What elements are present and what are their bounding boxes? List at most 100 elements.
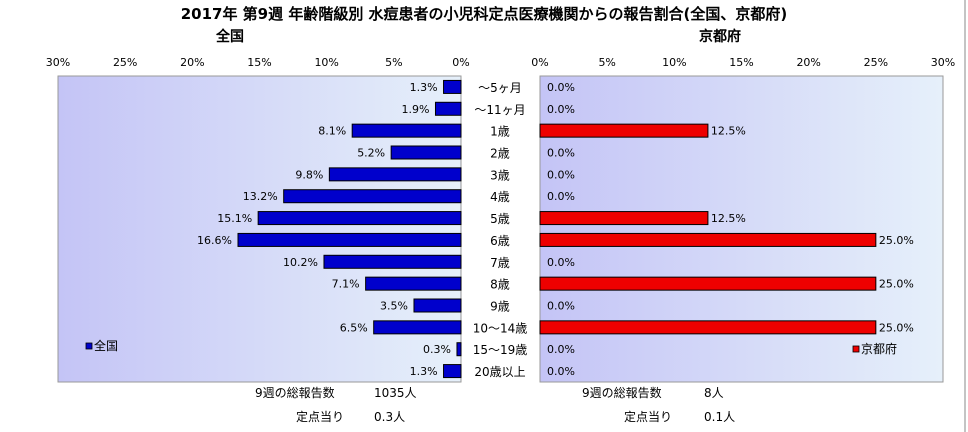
category-label: 6歳	[490, 234, 510, 248]
right-data-label: 25.0%	[879, 278, 914, 291]
left-bar	[434, 101, 462, 116]
left-data-label: 0.3%	[423, 343, 451, 356]
left-panel-subtitle: 全国	[215, 28, 244, 45]
chart-title: 2017年 第9週 年齢階級別 水痘患者の小児科定点医療機関からの報告割合(全国…	[181, 5, 788, 23]
left-tick-label: 30%	[46, 56, 70, 69]
right-data-label: 0.0%	[547, 103, 575, 116]
right-data-label: 0.0%	[547, 81, 575, 94]
left-data-label: 9.8%	[295, 168, 323, 181]
right-bars: 0.0% 0.0% 12.5% 0.0% 0.0% 0.0% 12.5% 25.0% 0.0% 2…	[539, 81, 914, 378]
left-legend-swatch	[85, 342, 93, 350]
left-data-label: 1.9%	[402, 103, 430, 116]
right-data-label: 0.0%	[547, 147, 575, 160]
right-tick-label: 5%	[598, 56, 615, 69]
left-bar	[390, 145, 462, 160]
right-per-value: 0.1人	[704, 410, 735, 424]
left-data-label: 7.1%	[332, 278, 360, 291]
left-total-label: 9週の総報告数	[255, 385, 335, 400]
left-tick-label: 25%	[113, 56, 137, 69]
right-legend: 京都府	[852, 341, 897, 356]
right-panel-subtitle: 京都府	[699, 28, 741, 45]
right-total-value: 8人	[704, 386, 724, 400]
left-bar	[257, 211, 462, 226]
right-data-label: 0.0%	[547, 300, 575, 313]
right-bar	[539, 123, 709, 138]
right-tick-label: 10%	[662, 56, 686, 69]
right-data-label: 0.0%	[547, 343, 575, 356]
right-tick-label: 25%	[864, 56, 888, 69]
right-bar	[539, 232, 877, 247]
left-data-label: 1.3%	[410, 365, 438, 378]
right-bar	[539, 320, 877, 335]
right-tick-label: 20%	[796, 56, 820, 69]
right-data-label: 25.0%	[879, 234, 914, 247]
right-data-label: 0.0%	[547, 168, 575, 181]
left-bar	[237, 232, 462, 247]
left-axis-ticks: 30% 25% 20% 15% 10% 5% 0%	[46, 56, 470, 69]
left-data-label: 6.5%	[340, 321, 368, 334]
left-data-label: 8.1%	[318, 125, 346, 138]
category-label: 9歳	[490, 300, 510, 314]
right-data-label: 0.0%	[547, 190, 575, 203]
left-bar	[443, 364, 462, 379]
right-bar	[539, 211, 709, 226]
right-tick-label: 15%	[729, 56, 753, 69]
right-data-label: 25.0%	[879, 321, 914, 334]
left-data-label: 13.2%	[243, 190, 278, 203]
right-plot-area	[539, 75, 944, 383]
left-legend-label: 全国	[94, 338, 118, 353]
left-bar	[365, 276, 462, 291]
right-per-label: 定点当り	[624, 409, 672, 424]
left-data-label: 1.3%	[410, 81, 438, 94]
category-label: 20歳以上	[474, 365, 525, 379]
left-legend: 全国	[85, 338, 118, 353]
left-data-label: 15.1%	[217, 212, 252, 225]
category-label: 4歳	[490, 190, 510, 204]
left-bar	[351, 123, 462, 138]
left-per-label: 定点当り	[296, 409, 344, 424]
right-data-label: 0.0%	[547, 365, 575, 378]
left-bar	[323, 254, 462, 269]
left-data-label: 10.2%	[283, 256, 318, 269]
left-tick-label: 10%	[314, 56, 338, 69]
left-tick-label: 20%	[180, 56, 204, 69]
category-label: 2歳	[490, 147, 510, 161]
left-tick-label: 15%	[247, 56, 271, 69]
left-total-value: 1035人	[374, 386, 417, 400]
left-bar	[328, 167, 462, 182]
category-label: ～5ヶ月	[478, 81, 522, 95]
left-bar	[373, 320, 462, 335]
left-plot-area	[57, 75, 462, 383]
left-tick-label: 0%	[452, 56, 469, 69]
category-label: 10～14歳	[473, 321, 528, 335]
right-data-label: 12.5%	[711, 212, 746, 225]
category-label: 15～19歳	[473, 343, 528, 357]
right-legend-swatch	[852, 345, 860, 353]
left-data-label: 16.6%	[197, 234, 232, 247]
right-tick-label: 30%	[931, 56, 955, 69]
left-per-value: 0.3人	[374, 410, 405, 424]
left-bar	[456, 342, 462, 357]
right-tick-label: 0%	[531, 56, 548, 69]
category-label: 3歳	[490, 168, 510, 182]
right-bar	[539, 276, 877, 291]
category-label: 5歳	[490, 212, 510, 226]
left-bars: 1.3% 1.9% 8.1% 5.2% 9.8% 13.2% 15.1% 16.6% 10.2%…	[197, 79, 462, 379]
category-label: 7歳	[490, 256, 510, 270]
left-tick-label: 5%	[385, 56, 402, 69]
left-bar	[413, 298, 462, 313]
left-bar	[443, 79, 462, 94]
right-total-label: 9週の総報告数	[582, 385, 662, 400]
left-data-label: 3.5%	[380, 300, 408, 313]
category-label: 1歳	[490, 125, 510, 139]
category-label: 8歳	[490, 278, 510, 292]
right-legend-label: 京都府	[861, 341, 897, 356]
left-bar	[283, 189, 462, 204]
category-label: ～11ヶ月	[474, 103, 525, 117]
right-axis-ticks: 0% 5% 10% 15% 20% 25% 30%	[531, 56, 955, 69]
right-data-label: 0.0%	[547, 256, 575, 269]
left-data-label: 5.2%	[357, 147, 385, 160]
category-labels: ～5ヶ月 ～11ヶ月 1歳 2歳 3歳 4歳 5歳 6歳 7歳 8歳 9歳 10～14歳 15～19歳 2…	[473, 81, 528, 379]
right-data-label: 12.5%	[711, 125, 746, 138]
